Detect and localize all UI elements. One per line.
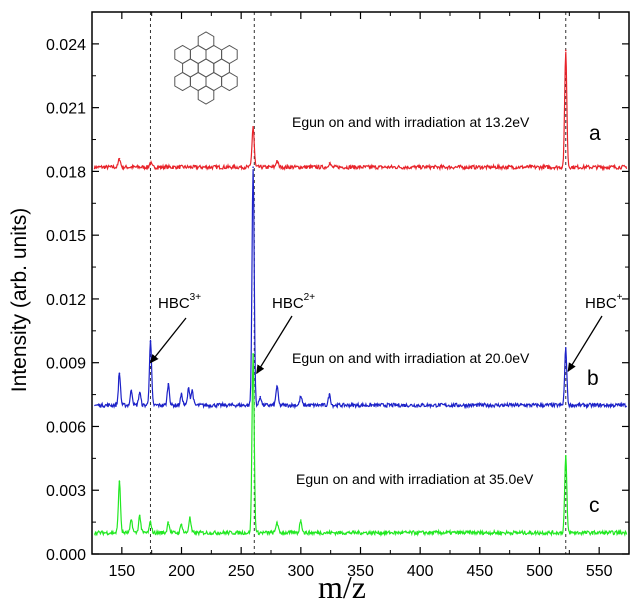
peak-point — [180, 523, 183, 526]
peak-point — [276, 385, 278, 387]
peak-point — [118, 480, 121, 483]
peak-point — [138, 514, 141, 517]
series-label-c: c — [589, 494, 600, 517]
peak-point — [130, 519, 133, 521]
series-label-b: b — [587, 367, 599, 390]
y-tick-label: 0.009 — [46, 356, 86, 373]
y-tick-label: 0.018 — [46, 164, 86, 181]
hexagon-ring — [221, 71, 238, 92]
peak-point — [149, 521, 152, 523]
x-tick-label: 300 — [287, 563, 314, 580]
peak-label-hbc3: HBC3+ — [158, 292, 201, 312]
svg-text:HBC2+: HBC2+ — [272, 292, 315, 312]
peak-label-base: HBC — [585, 295, 617, 312]
x-tick-label: 200 — [168, 563, 195, 580]
series-c — [93, 353, 628, 537]
peak-label-charge: + — [617, 292, 623, 303]
x-tick-label: 250 — [228, 563, 255, 580]
peak-point — [149, 340, 152, 343]
molecule-structure-inset — [174, 31, 238, 105]
peak-label-base: HBC — [158, 295, 190, 312]
peak-point — [564, 347, 567, 349]
y-tick-label: 0.006 — [46, 419, 86, 436]
annotation-b: Egun on and with irradiation at 20.0eV — [292, 350, 530, 366]
series-line — [93, 51, 628, 172]
peak-point — [328, 393, 331, 396]
series-a — [93, 49, 628, 172]
peak-point — [149, 162, 152, 164]
y-tick-label: 0.012 — [46, 292, 86, 309]
peak-point — [180, 393, 183, 396]
x-tick-label: 400 — [407, 563, 434, 580]
svg-text:HBC+: HBC+ — [585, 292, 623, 312]
peak-point — [300, 395, 302, 398]
peak-point — [259, 395, 262, 398]
spectra — [93, 49, 628, 537]
y-tick-label: 0.021 — [46, 101, 86, 118]
y-axis-label: Intensity (arb. units) — [8, 208, 31, 392]
x-tick-label: 500 — [526, 563, 553, 580]
y-tick-label: 0.000 — [46, 547, 86, 564]
peak-point — [300, 519, 302, 521]
peak-label-hbc2: HBC2+ — [272, 292, 315, 312]
series-line — [94, 169, 628, 410]
peak-point — [564, 455, 567, 458]
peak-label-base: HBC — [272, 295, 304, 312]
peak-point — [191, 389, 194, 392]
peak-point — [328, 162, 331, 164]
peak-arrow — [256, 315, 293, 375]
peak-label-charge: 3+ — [190, 292, 202, 303]
peak-arrow — [567, 315, 603, 373]
x-tick-label: 450 — [466, 563, 493, 580]
peak-point — [187, 387, 190, 390]
annotation-a: Egun on and with irradiation at 13.2eV — [292, 114, 530, 130]
x-tick-label: 150 — [108, 563, 135, 580]
x-axis-label: m/z — [318, 569, 366, 605]
peak-point — [189, 517, 191, 519]
series-b — [94, 166, 628, 410]
peak-point — [118, 157, 121, 160]
x-tick-label: 350 — [347, 563, 374, 580]
peak-point — [118, 372, 121, 375]
y-tick-label: 0.015 — [46, 228, 86, 245]
peak-point — [167, 521, 170, 523]
peak-label-hbc1: HBC+ — [585, 292, 623, 312]
peak-point — [252, 125, 254, 128]
peak-point — [130, 389, 133, 392]
peak-point — [252, 353, 254, 356]
peak-point — [564, 49, 567, 52]
peak-arrow — [149, 317, 187, 364]
y-tick-label: 0.003 — [46, 483, 86, 500]
series-line — [93, 353, 628, 537]
y-tick-label: 0.024 — [46, 37, 86, 54]
peak-point — [276, 159, 278, 162]
peak-point — [167, 383, 170, 385]
peak-label-charge: 2+ — [304, 292, 316, 303]
peak-arrows — [149, 315, 603, 375]
peak-point — [276, 521, 278, 523]
annotation-c: Egun on and with irradiation at 35.0eV — [296, 471, 534, 487]
series-label-a: a — [589, 122, 601, 145]
peak-point — [138, 391, 141, 394]
hexagon-ring — [221, 44, 238, 65]
peak-point — [252, 166, 254, 168]
svg-text:HBC3+: HBC3+ — [158, 292, 201, 312]
x-tick-label: 550 — [586, 563, 613, 580]
axis-ticks: 150 200 250 300 350 400 450 500 550 0.000 0.003 0.0… — [46, 12, 630, 580]
